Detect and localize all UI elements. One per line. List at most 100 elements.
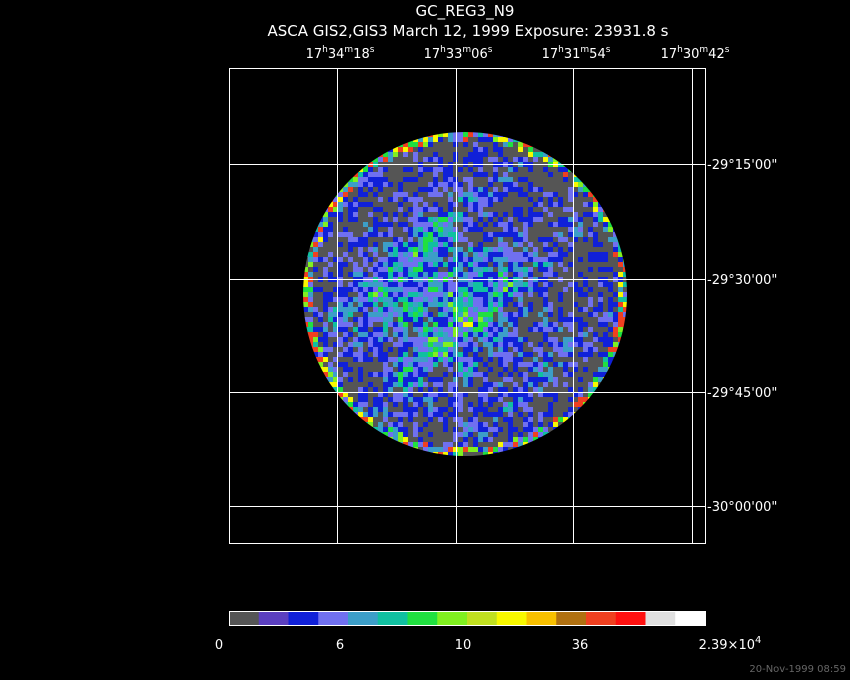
pixel <box>603 342 608 347</box>
pixel <box>393 327 398 332</box>
pixel <box>573 397 578 402</box>
pixel <box>523 267 528 272</box>
pixel <box>498 152 503 157</box>
pixel <box>448 212 453 217</box>
pixel <box>553 422 558 427</box>
pixel <box>333 292 338 297</box>
pixel <box>428 317 433 322</box>
pixel <box>528 272 533 277</box>
pixel <box>498 302 503 307</box>
pixel <box>618 312 623 317</box>
pixel <box>388 182 393 187</box>
pixel <box>493 222 498 227</box>
pixel <box>533 312 538 317</box>
pixel <box>343 212 348 217</box>
pixel <box>378 397 383 402</box>
pixel <box>518 412 523 417</box>
pixel <box>573 267 578 272</box>
pixel <box>508 357 513 362</box>
pixel <box>313 257 318 262</box>
pixel <box>473 347 478 352</box>
pixel <box>608 362 613 367</box>
pixel <box>393 322 398 327</box>
pixel <box>333 297 338 302</box>
pixel <box>358 377 363 382</box>
pixel <box>388 192 393 197</box>
pixel <box>583 317 588 322</box>
pixel <box>408 202 413 207</box>
pixel <box>473 267 478 272</box>
pixel <box>558 332 563 337</box>
pixel <box>468 427 473 432</box>
pixel <box>543 407 548 412</box>
pixel <box>488 447 493 452</box>
pixel <box>453 372 458 377</box>
pixel <box>433 427 438 432</box>
pixel <box>368 187 373 192</box>
pixel <box>618 247 623 252</box>
pixel <box>518 227 523 232</box>
pixel <box>493 377 498 382</box>
pixel <box>538 417 543 422</box>
pixel <box>578 177 583 182</box>
pixel <box>388 337 393 342</box>
pixel <box>498 317 503 322</box>
pixel <box>428 367 433 372</box>
pixel <box>408 357 413 362</box>
pixel <box>428 352 433 357</box>
pixel <box>513 167 518 172</box>
pixel <box>498 402 503 407</box>
pixel <box>418 447 423 452</box>
pixel <box>618 272 623 277</box>
pixel <box>483 272 488 277</box>
pixel <box>378 432 383 437</box>
pixel <box>473 377 478 382</box>
pixel <box>368 282 373 287</box>
pixel <box>463 402 468 407</box>
pixel <box>323 327 328 332</box>
pixel <box>308 327 313 332</box>
pixel <box>553 297 558 302</box>
pixel <box>558 337 563 342</box>
pixel <box>408 347 413 352</box>
pixel <box>428 242 433 247</box>
pixel <box>413 192 418 197</box>
pixel <box>418 322 423 327</box>
pixel <box>583 357 588 362</box>
pixel <box>318 337 323 342</box>
pixel <box>538 432 543 437</box>
pixel <box>513 152 518 157</box>
pixel <box>463 332 468 337</box>
pixel <box>508 297 513 302</box>
pixel <box>578 382 583 387</box>
pixel <box>433 417 438 422</box>
pixel <box>558 347 563 352</box>
pixel <box>368 182 373 187</box>
pixel <box>613 357 618 362</box>
pixel <box>478 367 483 372</box>
pixel <box>463 377 468 382</box>
pixel <box>458 297 463 302</box>
pixel <box>533 322 538 327</box>
pixel <box>428 207 433 212</box>
pixel <box>343 222 348 227</box>
pixel <box>608 297 613 302</box>
pixel <box>548 372 553 377</box>
pixel <box>458 287 463 292</box>
pixel <box>613 347 618 352</box>
pixel <box>478 297 483 302</box>
pixel <box>408 207 413 212</box>
pixel <box>383 147 388 152</box>
pixel <box>348 327 353 332</box>
pixel <box>523 357 528 362</box>
pixel <box>598 232 603 237</box>
pixel <box>473 177 478 182</box>
pixel <box>383 157 388 162</box>
pixel <box>483 327 488 332</box>
pixel <box>348 377 353 382</box>
pixel <box>353 222 358 227</box>
pixel <box>568 282 573 287</box>
pixel <box>503 342 508 347</box>
pixel <box>338 237 343 242</box>
pixel <box>513 182 518 187</box>
